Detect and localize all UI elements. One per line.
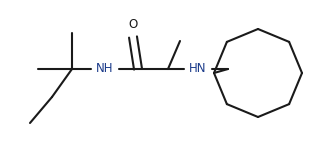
- Text: NH: NH: [96, 62, 114, 75]
- Text: HN: HN: [189, 62, 207, 75]
- Text: O: O: [128, 18, 138, 31]
